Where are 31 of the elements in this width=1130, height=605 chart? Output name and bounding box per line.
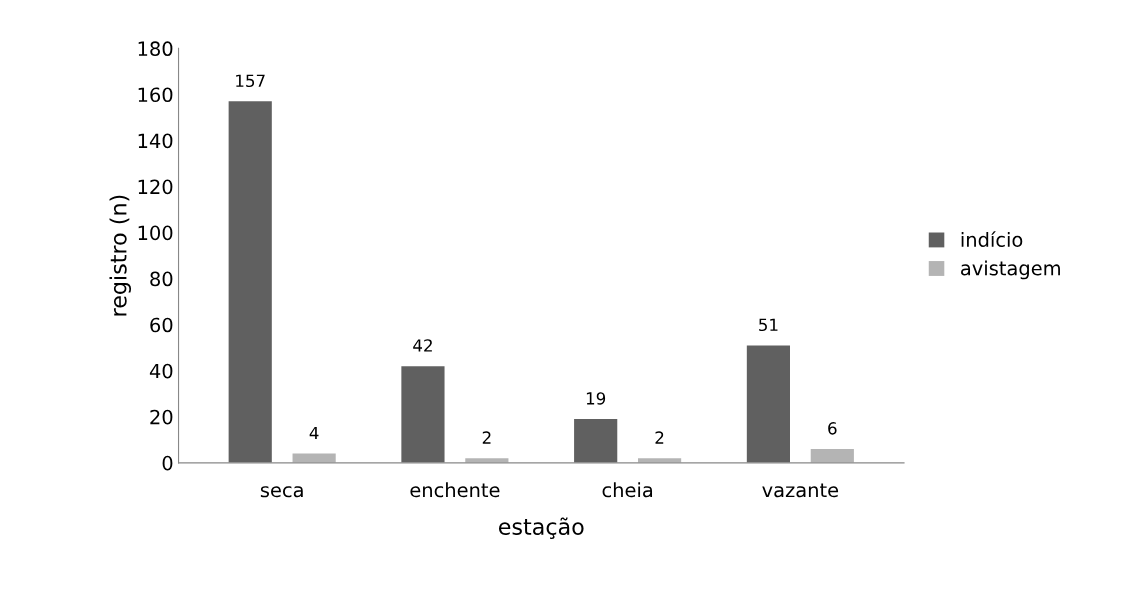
- y-tick-label: 180: [138, 41, 173, 57]
- y-tick-label: 120: [138, 179, 173, 195]
- bar: [810, 449, 854, 463]
- bar: [574, 419, 618, 463]
- x-tick-label: vazante: [762, 483, 839, 498]
- y-tick-label: 20: [150, 409, 173, 425]
- x-tick-label: seca: [260, 486, 303, 498]
- y-tick-label: 0: [162, 455, 173, 471]
- bar: [746, 345, 790, 463]
- y-tick-label: 80: [150, 271, 173, 287]
- data-label: 42: [413, 339, 432, 352]
- data-label: 6: [828, 422, 837, 435]
- data-label: 2: [655, 431, 664, 444]
- y-tick-label: 40: [149, 363, 173, 379]
- x-tick-label: enchente: [410, 482, 500, 498]
- y-tick-label: 160: [138, 87, 173, 103]
- y-tick-label: 100: [138, 225, 173, 241]
- legend-label: avistagem: [961, 260, 1060, 280]
- bar: [401, 366, 445, 463]
- legend-label: indício: [961, 231, 1023, 247]
- data-label: 2: [482, 431, 491, 444]
- y-axis-title: registro (n): [109, 195, 132, 316]
- x-tick-label: cheia: [602, 482, 653, 498]
- y-tick-label: 60: [150, 317, 173, 333]
- data-label: 4: [309, 426, 319, 440]
- x-axis-title: estação: [498, 517, 584, 539]
- y-tick-label: 140: [138, 133, 173, 149]
- data-label: 19: [586, 392, 606, 405]
- data-label: 157: [236, 74, 265, 88]
- data-label: 51: [759, 318, 778, 332]
- bar: [228, 101, 272, 463]
